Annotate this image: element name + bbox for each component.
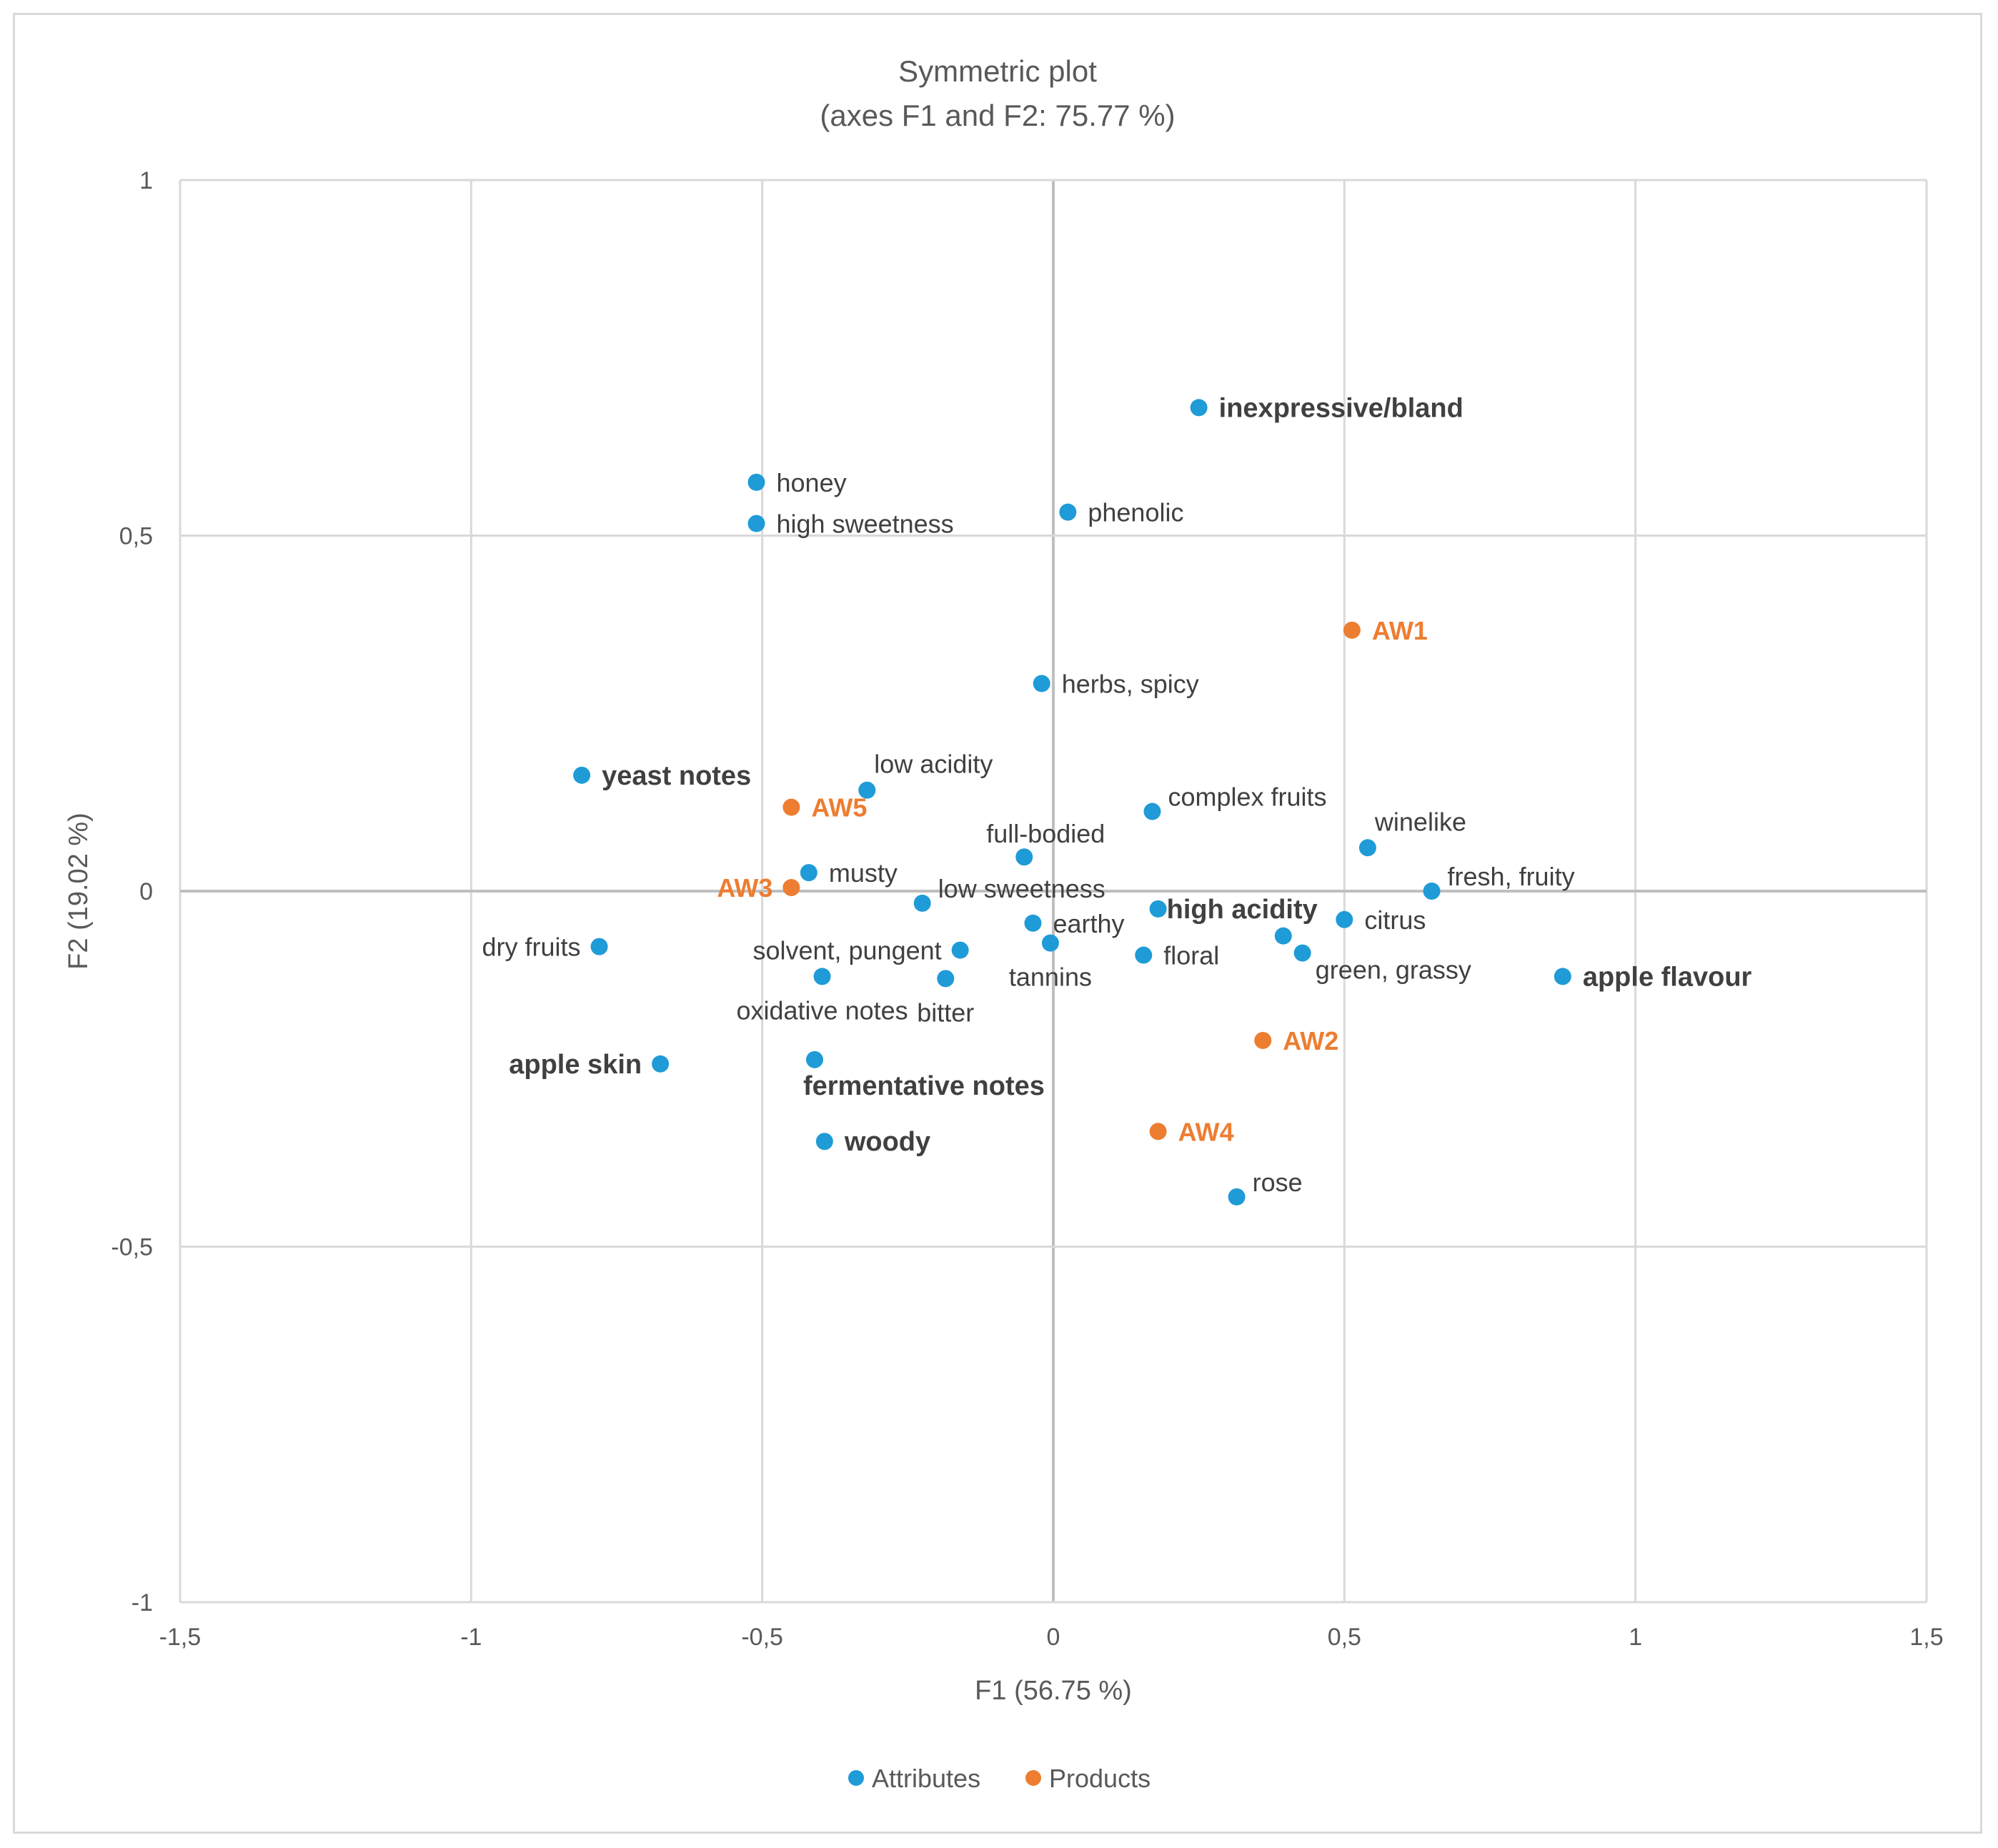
attribute-label: solvent, pungent	[752, 936, 941, 965]
attribute-point	[1135, 946, 1153, 964]
attribute-label: phenolic	[1088, 498, 1183, 527]
y-tick-label: 0	[139, 878, 153, 905]
y-tick-label: -0,5	[111, 1234, 153, 1261]
attribute-label: tannins	[1009, 963, 1092, 992]
attribute-point	[815, 1133, 833, 1151]
x-axis-title: F1 (56.75 %)	[975, 1676, 1132, 1706]
attribute-point	[913, 894, 931, 912]
legend: Attributes Products	[848, 1764, 1150, 1793]
attribute-label: citrus	[1364, 905, 1426, 935]
product-point	[1343, 621, 1361, 639]
x-tick-label: -0,5	[741, 1624, 783, 1651]
product-label: AW5	[811, 793, 867, 823]
attribute-label: high sweetness	[777, 510, 954, 539]
product-label: AW4	[1178, 1117, 1234, 1146]
x-tick-label: 1,5	[1909, 1624, 1943, 1651]
attribute-label: complex fruits	[1168, 783, 1326, 812]
attribute-label: inexpressive/bland	[1219, 393, 1463, 423]
attribute-point	[573, 766, 591, 784]
attribute-label: high acidity	[1167, 895, 1318, 925]
x-tick-label: -1	[460, 1624, 482, 1651]
attribute-point	[1554, 968, 1571, 985]
attribute-label: oxidative notes	[736, 995, 908, 1025]
attribute-point	[1059, 503, 1077, 521]
attribute-point	[1015, 848, 1033, 866]
attribute-label: woody	[844, 1127, 930, 1157]
attribute-label: bitter	[917, 998, 974, 1027]
attribute-label: apple skin	[509, 1050, 642, 1080]
attribute-label: floral	[1163, 941, 1219, 970]
attribute-point	[1274, 927, 1292, 945]
data-points: inexpressive/bland honey high sweetness phe…	[482, 393, 1752, 1206]
attribute-label: honey	[777, 468, 847, 497]
legend-marker	[848, 1770, 864, 1786]
attribute-label: herbs, spicy	[1062, 669, 1199, 698]
attribute-point	[1423, 883, 1441, 900]
attribute-point	[1149, 900, 1167, 918]
attribute-point	[747, 515, 765, 532]
attribute-point	[951, 941, 969, 959]
attribute-point	[1228, 1188, 1246, 1206]
attribute-label: apple flavour	[1583, 962, 1752, 992]
attribute-point	[805, 1050, 823, 1068]
y-tick-label: -1	[131, 1589, 153, 1616]
attribute-point	[1024, 914, 1042, 932]
attribute-point	[1033, 675, 1050, 692]
attribute-label: low sweetness	[938, 874, 1105, 903]
tick-labels: -1,5 -1 -0,5 0 0,5 1 1,5-1-0,500,51	[111, 167, 1943, 1651]
product-label: AW2	[1283, 1026, 1338, 1055]
product-point	[782, 879, 800, 897]
attribute-label: low acidity	[874, 750, 993, 779]
attribute-point	[1190, 399, 1208, 417]
attribute-point	[1336, 910, 1353, 928]
attribute-point	[590, 938, 608, 955]
attribute-label: fresh, fruity	[1448, 862, 1575, 891]
y-axis-title: F2 (19.02 %)	[64, 813, 94, 970]
product-label: AW3	[717, 873, 772, 903]
attribute-point	[1293, 944, 1311, 962]
y-tick-label: 1	[139, 167, 153, 194]
attribute-point	[747, 473, 765, 491]
attribute-point	[937, 970, 955, 988]
attribute-label: rose	[1253, 1168, 1303, 1197]
attribute-point	[858, 781, 876, 799]
x-tick-label: 1	[1629, 1624, 1642, 1651]
attribute-point	[652, 1055, 670, 1073]
product-point	[782, 798, 800, 816]
attribute-label: fermentative notes	[803, 1071, 1045, 1101]
attribute-label: green, grassy	[1316, 955, 1471, 985]
x-tick-label: 0	[1047, 1624, 1060, 1651]
product-point	[1254, 1031, 1272, 1049]
attribute-label: earthy	[1053, 909, 1124, 938]
attribute-label: winelike	[1374, 807, 1466, 836]
chart-title: Symmetric plot	[898, 54, 1097, 88]
attribute-label: full-bodied	[986, 819, 1105, 848]
product-label: AW1	[1372, 616, 1428, 645]
x-tick-label: -1,5	[159, 1624, 202, 1651]
attribute-point	[1358, 839, 1376, 857]
attribute-label: dry fruits	[482, 933, 581, 962]
attribute-label: yeast notes	[602, 761, 751, 791]
legend-marker	[1025, 1770, 1041, 1786]
legend-label: Products	[1049, 1764, 1150, 1793]
chart-frame	[13, 13, 1982, 1834]
legend-label: Attributes	[872, 1764, 980, 1793]
chart-subtitle: (axes F1 and F2: 75.77 %)	[820, 99, 1175, 132]
product-point	[1149, 1123, 1167, 1141]
attribute-point	[1143, 803, 1161, 820]
attribute-point	[800, 864, 817, 882]
attribute-label: musty	[829, 858, 898, 888]
x-tick-label: 0,5	[1328, 1624, 1361, 1651]
attribute-point	[813, 968, 831, 985]
y-tick-label: 0,5	[119, 523, 153, 550]
attribute-point	[1041, 934, 1059, 952]
gridlines	[179, 179, 1928, 1604]
